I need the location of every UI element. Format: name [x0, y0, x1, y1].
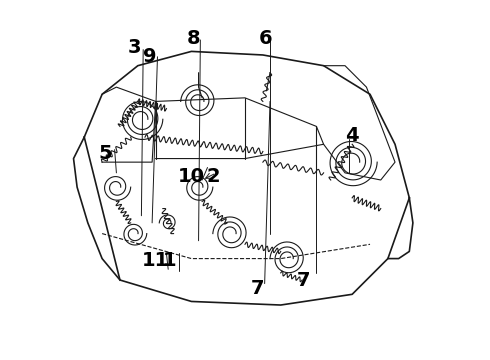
- Text: 10: 10: [178, 167, 205, 186]
- Text: 9: 9: [143, 47, 156, 66]
- Text: 7: 7: [297, 270, 311, 289]
- Text: 6: 6: [259, 30, 272, 48]
- Text: 1: 1: [163, 251, 177, 270]
- Text: 11: 11: [142, 251, 170, 270]
- Text: 2: 2: [206, 167, 220, 186]
- Text: 8: 8: [186, 30, 200, 48]
- Text: 5: 5: [99, 144, 113, 163]
- Text: 3: 3: [127, 38, 141, 57]
- Text: 4: 4: [345, 126, 359, 145]
- Text: 7: 7: [251, 279, 264, 298]
